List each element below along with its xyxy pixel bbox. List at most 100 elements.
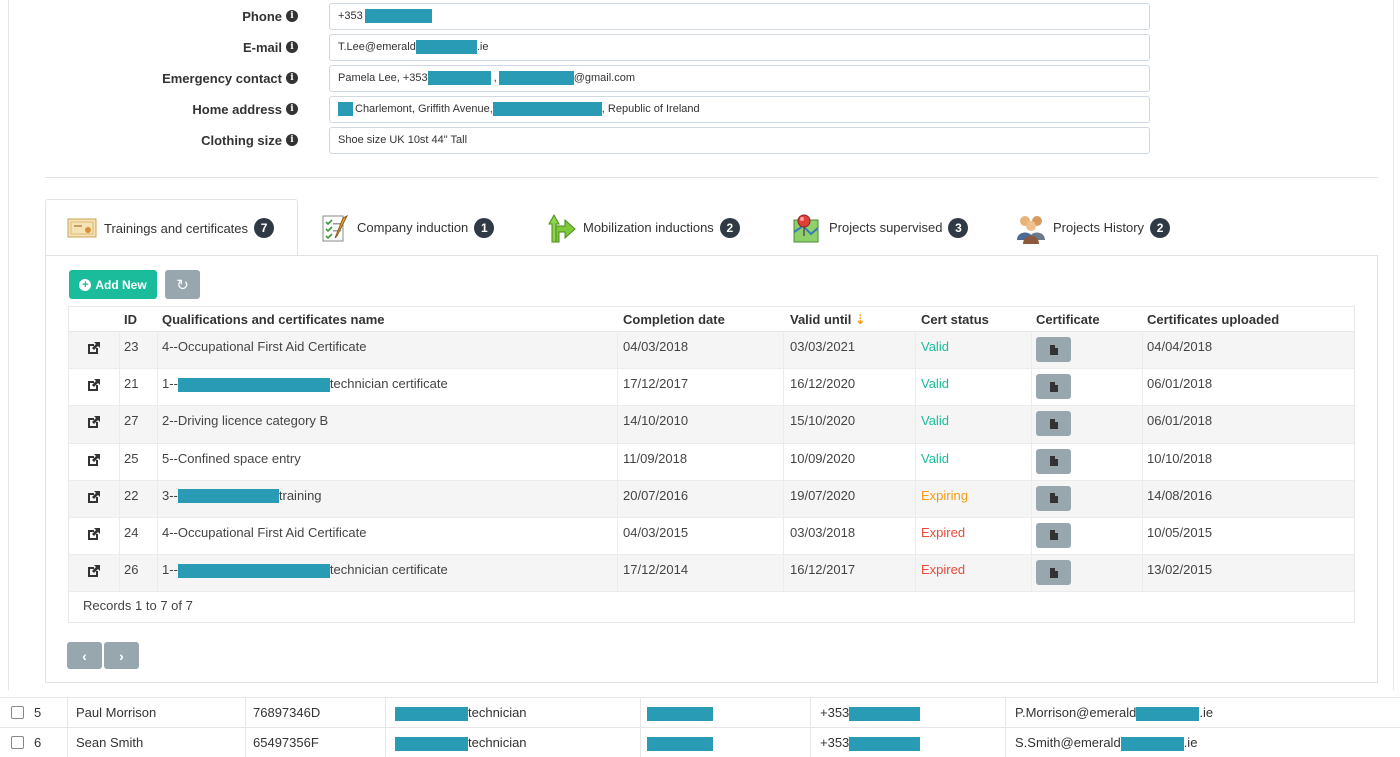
home-address-field[interactable]: Charlemont, Griffith Avenue,, Republic o…	[329, 96, 1150, 123]
redaction-block	[338, 102, 353, 117]
redaction-block	[1136, 706, 1200, 721]
tab-trainings-and-certificates[interactable]: Trainings and certificates 7	[45, 199, 298, 256]
redaction-block	[492, 102, 602, 117]
column-divider	[915, 443, 916, 480]
column-header-certificate[interactable]: Certificate	[1036, 312, 1100, 327]
edit-icon[interactable]	[87, 490, 101, 504]
column-divider	[640, 728, 641, 757]
records-info: Records 1 to 7 of 7	[83, 598, 193, 614]
document-icon	[1049, 344, 1058, 355]
row-checkbox[interactable]	[11, 706, 24, 719]
column-header-cert-status[interactable]: Cert status	[921, 312, 989, 327]
refresh-icon: ↻	[176, 276, 189, 294]
column-divider	[783, 406, 784, 443]
info-icon[interactable]: i	[286, 10, 298, 22]
clothing-size-field[interactable]: Shoe size UK 10st 44" Tall	[329, 127, 1150, 154]
edit-icon[interactable]	[87, 527, 101, 541]
count-badge: 1	[474, 217, 495, 238]
column-header-valid-until[interactable]: Valid until ⇣	[790, 312, 866, 327]
row-checkbox[interactable]	[11, 736, 24, 749]
refresh-button[interactable]: ↻	[165, 270, 200, 299]
previous-page-button[interactable]: ‹	[67, 642, 102, 669]
tab-company-induction[interactable]: Company induction 1	[299, 199, 519, 256]
cert-id: 23	[124, 339, 139, 354]
column-header-certificates-uploaded[interactable]: Certificates uploaded	[1147, 312, 1280, 327]
edit-icon[interactable]	[87, 378, 101, 392]
cert-id: 27	[124, 413, 139, 429]
view-certificate-button[interactable]	[1036, 411, 1071, 437]
column-divider	[617, 369, 618, 406]
cert-name: 4--Occupational First Aid Certificate	[162, 524, 367, 540]
person-email[interactable]: P.Morrison@emerald .ie	[1015, 705, 1214, 721]
view-certificate-button[interactable]	[1036, 374, 1071, 400]
table-row: 27 2--Driving licence category B 14/10/201…	[69, 406, 1354, 444]
info-icon[interactable]: i	[286, 41, 298, 53]
person-email[interactable]: S.Smith@emerald .ie	[1015, 735, 1198, 751]
email-field[interactable]: T.Lee@emerald .ie	[329, 34, 1150, 61]
add-new-button[interactable]: + Add New	[69, 270, 157, 299]
view-certificate-button[interactable]	[1036, 485, 1071, 511]
cert-id: 26	[124, 562, 139, 578]
count-badge: 3	[948, 217, 969, 238]
redaction-block	[1120, 736, 1184, 751]
person-role: technician	[395, 728, 527, 757]
cert-name: 3-- training	[162, 487, 322, 504]
valid-until-date: 16/12/2020	[790, 376, 856, 392]
redaction-block	[415, 40, 477, 55]
redaction-block	[177, 377, 330, 392]
column-divider	[617, 406, 618, 443]
table-row: 23 4--Occupational First Aid Certificate 0…	[69, 332, 1354, 370]
plus-circle-icon: +	[79, 278, 92, 291]
person-name[interactable]: Sean Smith	[76, 735, 144, 750]
emergency-contact-field[interactable]: Pamela Lee, +353 , @gmail.com	[329, 65, 1150, 92]
certificates-table: ID Qualifications and certificates name …	[68, 306, 1355, 624]
sort-desc-icon[interactable]: ⇣	[855, 312, 866, 327]
cert-id: 24	[124, 524, 139, 540]
phone-field[interactable]: +353	[329, 3, 1150, 30]
column-header-completion-date[interactable]: Completion date	[623, 312, 725, 327]
cert-name: 2--Driving licence category B	[162, 413, 329, 429]
column-divider	[915, 555, 916, 592]
column-divider	[640, 698, 641, 727]
document-icon	[1049, 418, 1058, 429]
info-icon[interactable]: i	[286, 72, 298, 84]
view-certificate-button[interactable]	[1036, 560, 1071, 586]
person-name[interactable]: Paul Morrison	[76, 705, 157, 720]
completion-date: 17/12/2014	[623, 562, 689, 578]
edit-icon[interactable]	[87, 341, 101, 355]
upload-date: 13/02/2015	[1147, 562, 1213, 578]
column-divider	[1031, 555, 1032, 592]
column-divider	[810, 728, 811, 757]
column-divider	[119, 443, 120, 480]
column-divider	[157, 480, 158, 517]
cert-status: Valid	[921, 450, 949, 466]
info-icon[interactable]: i	[286, 103, 298, 115]
table-body: 23 4--Occupational First Aid Certificate 0…	[69, 332, 1354, 593]
view-certificate-button[interactable]	[1036, 448, 1071, 474]
phone-label: Phone i	[242, 7, 298, 25]
view-certificate-button[interactable]	[1036, 522, 1071, 548]
tab-projects-history[interactable]: Projects History 2	[995, 199, 1195, 256]
column-divider	[385, 728, 386, 757]
tab-mobilization-inductions[interactable]: Mobilization inductions 2	[525, 199, 760, 256]
column-header-name[interactable]: Qualifications and certificates name	[162, 312, 385, 327]
info-icon[interactable]: i	[286, 134, 298, 146]
divider	[45, 177, 1378, 178]
edit-icon[interactable]	[87, 453, 101, 467]
upload-date: 06/01/2018	[1147, 376, 1213, 392]
emergency-contact-label: Emergency contact i	[162, 69, 298, 87]
next-page-button[interactable]: ›	[104, 642, 139, 669]
column-header-id[interactable]: ID	[124, 312, 137, 327]
view-certificate-button[interactable]	[1036, 337, 1071, 362]
tab-projects-supervised[interactable]: Projects supervised 3	[771, 199, 983, 256]
edit-icon[interactable]	[87, 415, 101, 429]
column-divider	[1142, 332, 1143, 369]
list-item[interactable]: 5 Paul Morrison 76897346D technician +353 P.M…	[0, 697, 1400, 727]
edit-icon[interactable]	[87, 564, 101, 578]
list-item[interactable]: 6 Sean Smith 65497356F technician +353 S.Smit…	[0, 727, 1400, 757]
valid-until-date: 15/10/2020	[790, 413, 856, 429]
right-border	[1393, 0, 1394, 690]
home-address-row: Home address i Charlemont, Griffith Avenu…	[0, 94, 1400, 124]
column-divider	[1031, 480, 1032, 517]
valid-until-date: 19/07/2020	[790, 487, 856, 503]
